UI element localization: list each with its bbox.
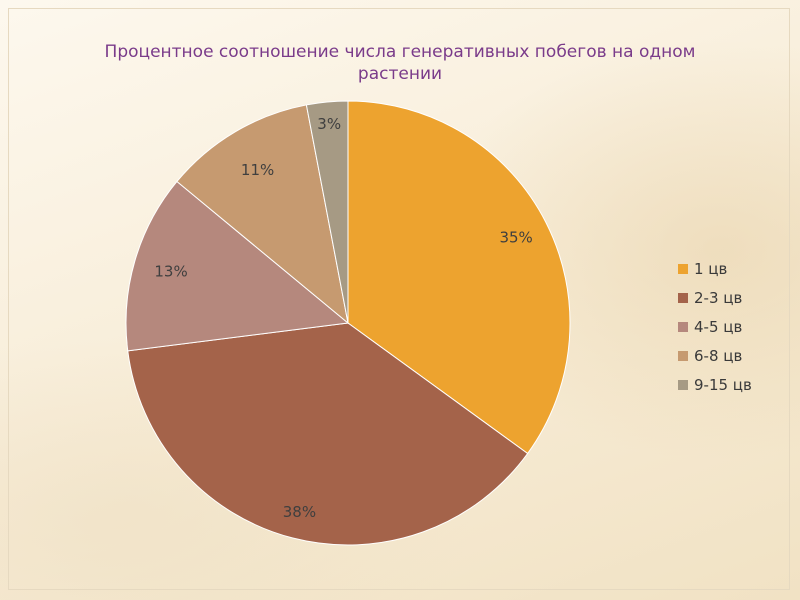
pie-slice-4 xyxy=(176,104,349,325)
legend-item: 4-5 цв xyxy=(678,312,788,341)
legend: 1 цв 2-3 цв 4-5 цв 6-8 цв 9-15 цв xyxy=(678,254,788,399)
chart-title-line-1: Процентное соотношение числа генеративны… xyxy=(104,42,696,62)
legend-swatch xyxy=(678,379,688,390)
legend-item: 2-3 цв xyxy=(678,283,788,312)
pie-slice-2 xyxy=(127,322,529,546)
chart-title: Процентное соотношение числа генеративны… xyxy=(90,41,710,85)
legend-item: 9-15 цв xyxy=(678,370,788,399)
slice-label-2: 38% xyxy=(283,503,316,521)
legend-label: 4-5 цв xyxy=(694,317,743,336)
slice-label-4: 11% xyxy=(241,161,274,179)
slice-label-5: 3% xyxy=(317,115,341,133)
pie-slice-3 xyxy=(125,180,350,352)
legend-item: 6-8 цв xyxy=(678,341,788,370)
legend-item: 1 цв xyxy=(678,254,788,283)
slice-label-1: 35% xyxy=(499,228,532,246)
slice-label-3: 13% xyxy=(154,263,187,281)
legend-label: 2-3 цв xyxy=(694,288,743,307)
chart-title-line-2: растении xyxy=(357,64,443,84)
legend-label: 1 цв xyxy=(694,259,728,278)
pie-slice-1 xyxy=(347,100,571,455)
legend-swatch xyxy=(678,321,688,332)
pie-slice-5 xyxy=(305,100,349,324)
legend-label: 6-8 цв xyxy=(694,346,743,365)
legend-swatch xyxy=(678,350,688,361)
legend-swatch xyxy=(678,263,688,274)
legend-swatch xyxy=(678,292,688,303)
legend-label: 9-15 цв xyxy=(694,375,752,394)
slide-frame xyxy=(8,8,790,590)
